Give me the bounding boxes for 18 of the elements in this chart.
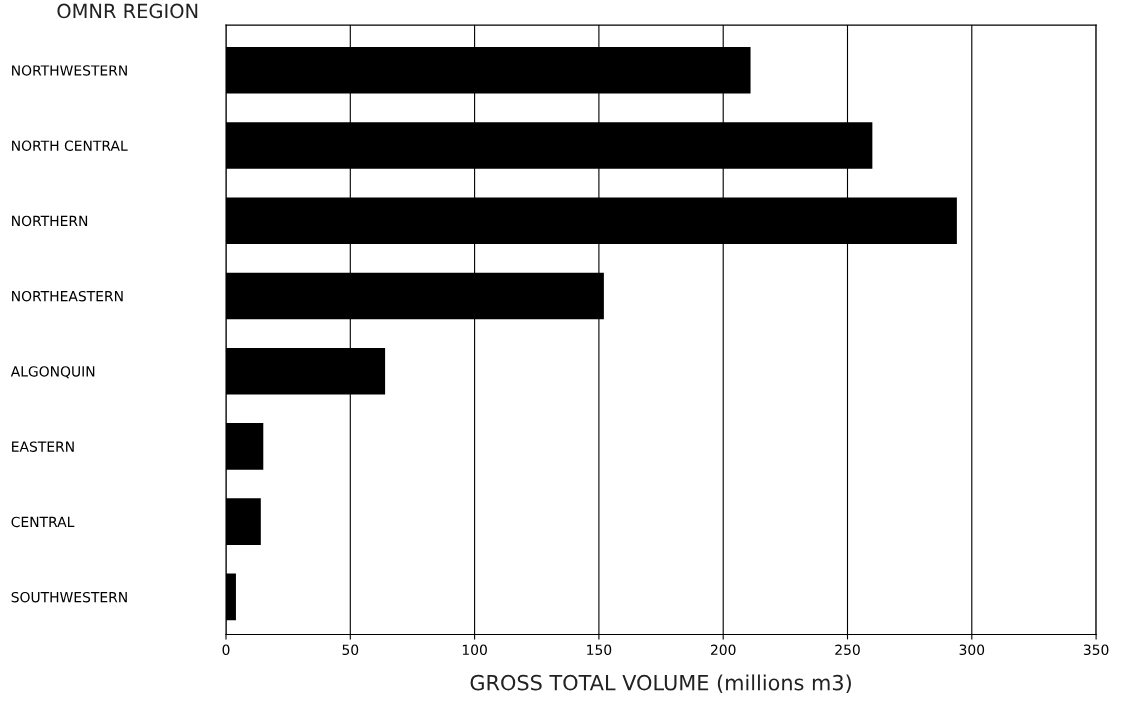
y-tick-label: ALGONQUIN xyxy=(10,366,95,379)
y-tick-label: NORTH CENTRAL xyxy=(12,140,128,151)
x-tick-label: 350 xyxy=(1083,644,1109,656)
y-axis-title: OMNR REGION xyxy=(57,3,198,19)
y-tick-label: EASTERN xyxy=(12,441,74,452)
y-tick-label: NORTHEASTERN xyxy=(12,290,123,302)
x-tick-label: 0 xyxy=(222,644,230,656)
x-tick-label: 50 xyxy=(342,644,359,656)
x-tick-label: 200 xyxy=(710,644,736,656)
x-tick-label: 250 xyxy=(835,644,860,656)
y-tick-label: SOUTHWESTERN xyxy=(11,591,127,603)
x-axis-title: GROSS TOTAL VOLUME (millions m3) xyxy=(470,674,851,693)
x-tick-label: 100 xyxy=(462,644,487,656)
y-tick-label: CENTRAL xyxy=(11,516,75,528)
y-tick-label: NORTHERN xyxy=(12,215,88,227)
x-tick-label: 150 xyxy=(587,644,612,656)
y-tick-label: NORTHWESTERN xyxy=(12,65,127,76)
x-tick-label: 300 xyxy=(959,644,985,656)
